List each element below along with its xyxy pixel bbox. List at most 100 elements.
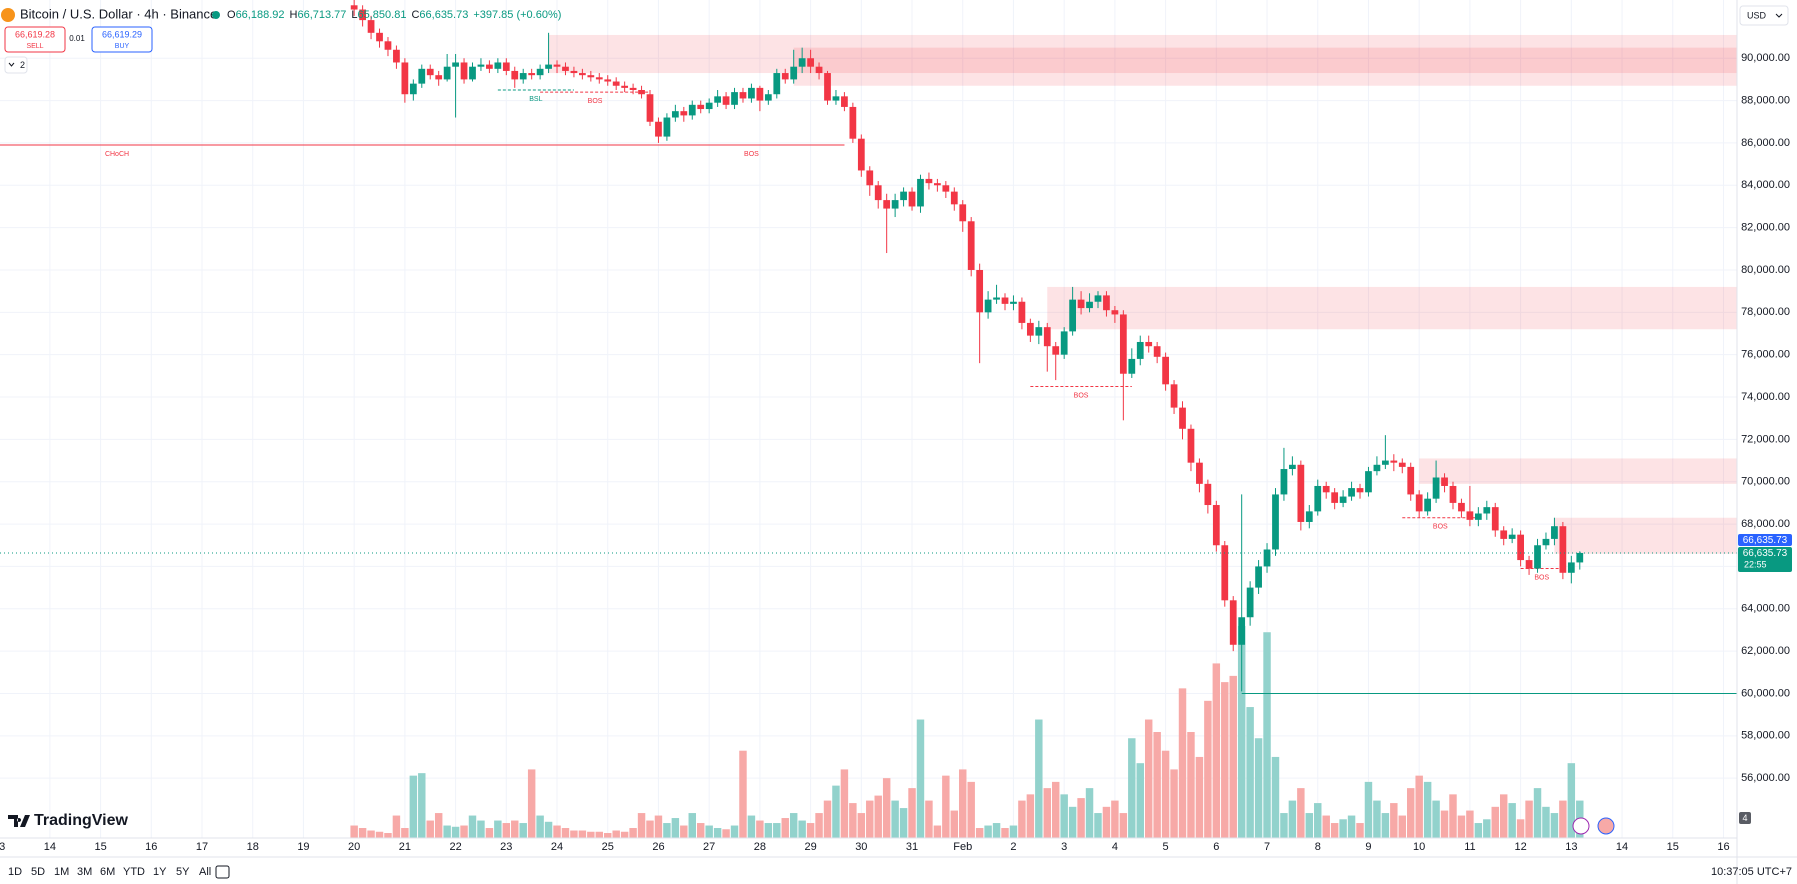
calendar-icon[interactable] (215, 865, 230, 879)
volume-bar (959, 769, 967, 838)
candle-body (629, 87, 637, 90)
range-button[interactable]: 5D (31, 866, 45, 878)
x-tick-label: 31 (906, 841, 918, 853)
x-tick-label: 27 (703, 841, 715, 853)
volume-bar (1440, 810, 1449, 838)
candle-body (562, 66, 569, 71)
volume-badge: 4 (1742, 813, 1747, 823)
volume-bar (1339, 819, 1347, 838)
supply-zone (793, 47, 1737, 86)
ohlc-key: O (227, 9, 236, 21)
y-tick-label: 76,000.00 (1741, 349, 1790, 361)
candle-body (756, 87, 764, 101)
candle-body (595, 77, 603, 80)
clock: 10:37:05 UTC+7 (1711, 866, 1792, 878)
volume-bar (866, 800, 874, 838)
ohlc-key: H (290, 9, 298, 21)
candle-body (393, 49, 400, 63)
volume-bar (1229, 675, 1237, 838)
candle-body (1272, 494, 1279, 550)
candle-body (1339, 496, 1347, 503)
candle-body (1381, 460, 1389, 465)
volume-bar (773, 823, 781, 838)
candle-body (900, 191, 907, 201)
logo: TradingView (34, 812, 129, 829)
volume-bar (840, 769, 849, 838)
y-tick-label: 86,000.00 (1741, 137, 1790, 149)
range-button[interactable]: 1M (54, 866, 69, 878)
range-button[interactable]: 3M (77, 866, 92, 878)
volume-bar (1161, 750, 1170, 838)
candle-body (1534, 545, 1541, 569)
candle-body (993, 297, 1000, 300)
candle-body (1043, 327, 1051, 347)
symbol-title: Bitcoin / U.S. Dollar · 4h · Binance (20, 6, 217, 21)
sell-button[interactable] (4, 26, 66, 53)
y-tick-label: 84,000.00 (1741, 179, 1790, 191)
volume-bar (1221, 682, 1229, 838)
x-tick-label: 24 (551, 841, 563, 853)
candle-body (908, 191, 916, 207)
candle-body (1136, 341, 1144, 359)
range-button[interactable]: 6M (100, 866, 115, 878)
range-button[interactable]: 5Y (176, 866, 190, 878)
candle-body (1559, 526, 1567, 573)
level-label: CHoCH (105, 151, 129, 158)
volume-bar (739, 750, 747, 838)
candle-body (925, 178, 933, 184)
candle-body (511, 70, 519, 80)
x-tick-label: 19 (297, 841, 309, 853)
volume-bar (1018, 800, 1026, 838)
volume-bar (350, 825, 358, 838)
volume-bar (1195, 756, 1204, 838)
candle-body (1179, 407, 1186, 429)
candle-body (1187, 428, 1195, 463)
volume-bar (1508, 803, 1516, 838)
volume-bar (1060, 794, 1068, 838)
event-icon[interactable] (1572, 817, 1590, 835)
buy-button[interactable] (91, 26, 153, 53)
flag-icon[interactable] (1597, 817, 1615, 835)
volume-bar (933, 825, 942, 838)
range-button[interactable]: All (199, 866, 211, 878)
volume-bar (561, 828, 570, 838)
supply-zone (1047, 286, 1737, 330)
indicators-toggle[interactable] (4, 56, 28, 74)
volume-bar (434, 813, 443, 838)
x-tick-label: 23 (500, 841, 512, 853)
volume-bar (1542, 806, 1550, 838)
candle-body (1365, 471, 1372, 493)
range-button[interactable]: 1D (8, 866, 22, 878)
x-tick-label: 12 (1514, 841, 1526, 853)
y-tick-label: 78,000.00 (1741, 306, 1790, 318)
candle-body (536, 68, 544, 76)
supply-zone (1554, 517, 1737, 554)
level-label: BOS (1074, 392, 1089, 399)
candle-body (621, 85, 629, 88)
volume-bar (1314, 803, 1322, 838)
volume-bar (747, 815, 756, 838)
candle-body (1204, 483, 1212, 506)
candle-body (841, 96, 848, 107)
candle-body (1373, 464, 1381, 472)
ohlc-value: 66,188.92 (236, 9, 285, 21)
volume-bar (612, 830, 620, 838)
candle-body (1449, 485, 1457, 503)
candle-body (1500, 530, 1508, 539)
volume-bar (536, 815, 544, 838)
range-button[interactable]: YTD (123, 866, 145, 878)
candle-body (435, 75, 443, 80)
level-label: BOS (744, 151, 759, 158)
x-tick-label: 30 (855, 841, 867, 853)
candle-body (1119, 314, 1127, 374)
volume-bar (1153, 732, 1161, 838)
candle-body (1289, 464, 1296, 470)
x-tick-label: 5 (1163, 841, 1169, 853)
candle-body (443, 66, 451, 80)
volume-bar (1144, 719, 1153, 838)
volume-bar (620, 831, 629, 838)
range-button[interactable]: 1Y (153, 866, 167, 878)
volume-bar (1026, 794, 1035, 838)
candle-body (604, 79, 612, 82)
currency-button[interactable] (1739, 5, 1789, 26)
